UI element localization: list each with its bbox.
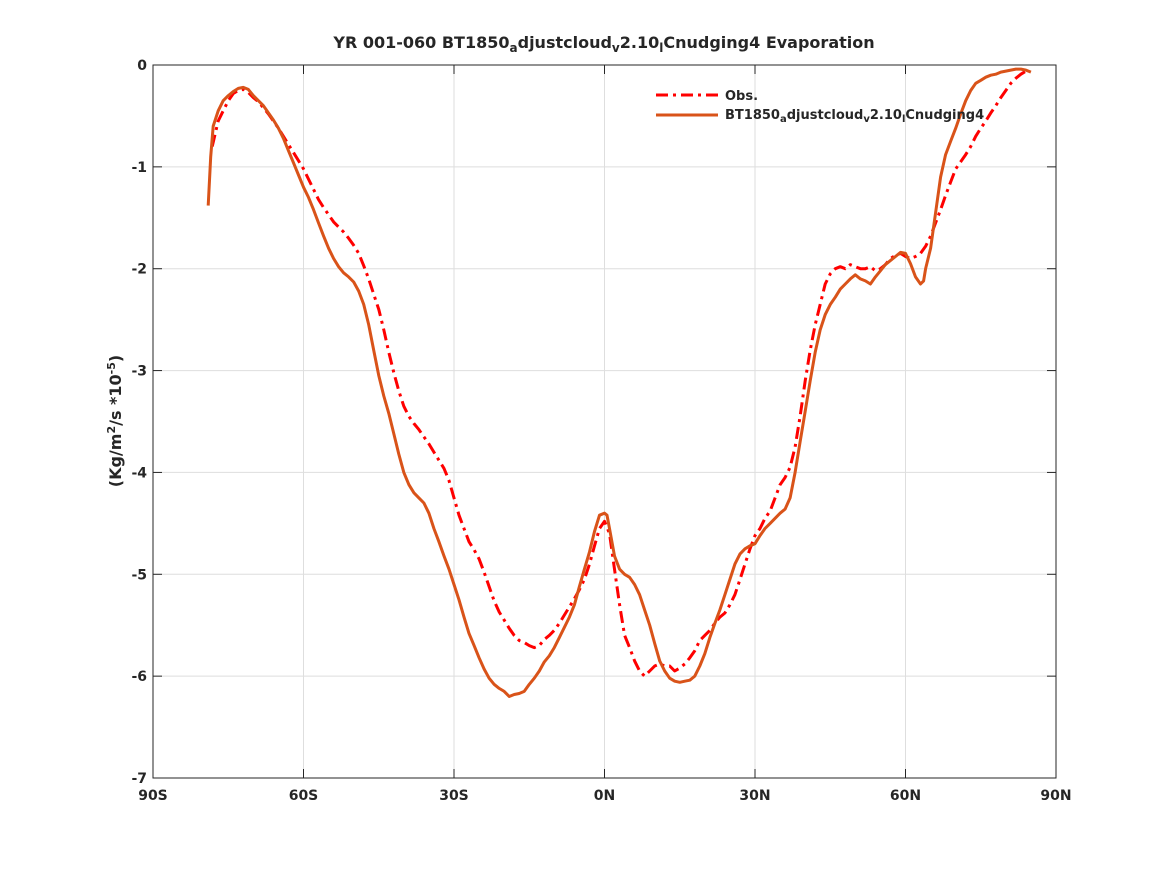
y-tick-label: -4 (131, 465, 147, 481)
legend-label-obs: Obs. (725, 89, 758, 104)
y-tick-label: -3 (131, 364, 147, 380)
legend-label-model: BT1850adjustcloudv2.10lCnudging4 (725, 108, 984, 125)
x-tick-label: 30S (439, 788, 469, 804)
x-tick-label: 90S (138, 788, 168, 804)
x-tick-label: 60S (289, 788, 319, 804)
model-series-line (206, 67, 1032, 698)
series-layer (206, 67, 1032, 698)
x-tick-label: 0N (594, 788, 615, 804)
x-tick-label: 30N (739, 788, 770, 804)
y-tick-label: -1 (131, 160, 147, 176)
y-tick-label: -7 (131, 771, 147, 787)
x-tick-label: 60N (890, 788, 921, 804)
obs-series-line (210, 69, 1027, 678)
x-tick-label: 90N (1040, 788, 1071, 804)
ticks: 90S 60S 30S 0N 30N 60N 90N 0 -1 -2 -3 -4 -5 -6 -7 (131, 58, 1071, 804)
chart-title: YR 001-060 BT1850adjustcloudv2.10lCnudgi… (332, 33, 874, 55)
y-axis-label: (Kg/m2/s *10-5) (105, 355, 126, 487)
y-tick-label: 0 (137, 58, 147, 74)
legend: Obs. BT1850adjustcloudv2.10lCnudging4 (656, 89, 984, 125)
y-tick-label: -2 (131, 262, 147, 278)
y-tick-label: -5 (131, 567, 147, 583)
y-tick-label: -6 (131, 669, 147, 685)
